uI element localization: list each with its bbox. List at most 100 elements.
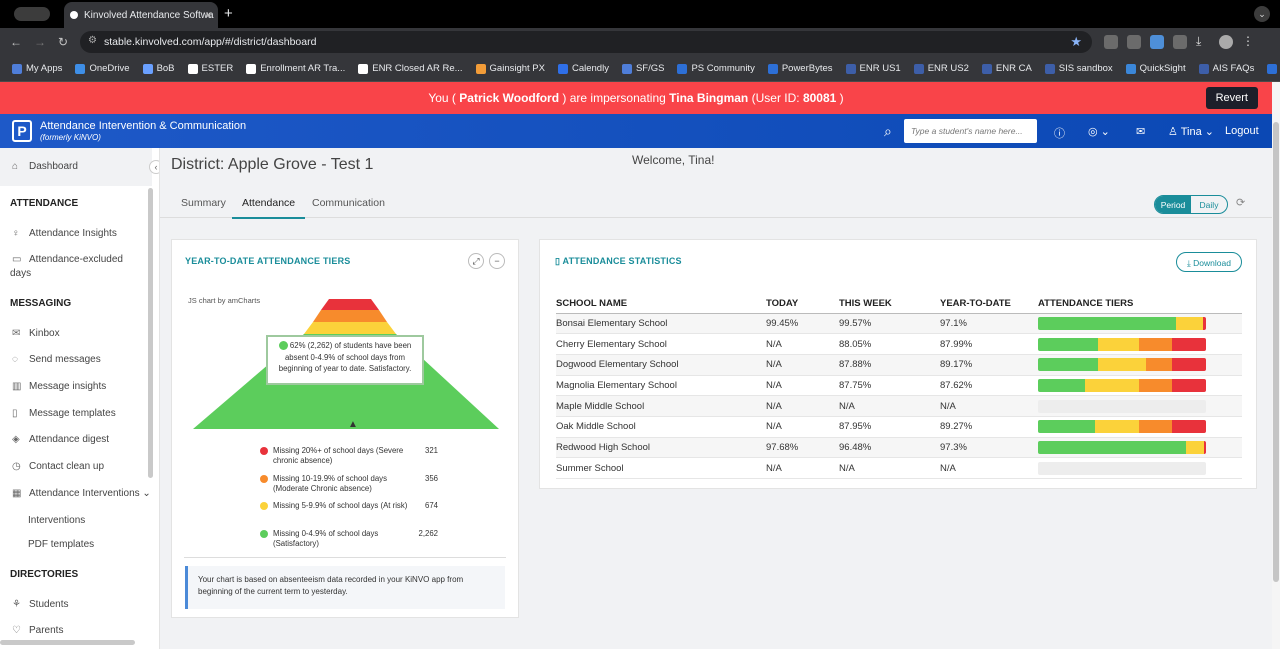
bookmark-item[interactable]: PowerBytes (767, 63, 833, 74)
sidebar-item-kinbox[interactable]: ✉ Kinbox (12, 328, 60, 339)
tier-bar[interactable] (1038, 420, 1206, 434)
expand-icon[interactable]: ⤢ (468, 253, 484, 269)
puzzle-icon[interactable] (1173, 35, 1187, 49)
tier-bar[interactable] (1038, 316, 1206, 330)
search-icon[interactable]: ⌕ (884, 123, 892, 139)
bookmark-item[interactable]: ENR CA (981, 63, 1032, 74)
sidebar-item-message-insights[interactable]: ▥ Message insights (12, 381, 106, 392)
bookmark-item[interactable]: SIS sandbox (1044, 63, 1113, 74)
column-header[interactable]: YEAR-TO-DATE (940, 294, 1038, 314)
card-title-text: ATTENDANCE STATISTICS (562, 256, 682, 266)
browser-tab[interactable]: Kinvolved Attendance Softwa × (64, 2, 218, 28)
period-toggle-button[interactable]: Period (1155, 196, 1191, 213)
download-button[interactable]: ⤓ Download (1176, 252, 1242, 272)
sidebar-scrollbar[interactable] (148, 188, 153, 478)
table-row[interactable]: Oak Middle School N/A 87.95% 89.27% (556, 416, 1242, 438)
menu-icon[interactable]: ⋮ (1242, 34, 1254, 48)
tier-bar[interactable] (1038, 440, 1206, 454)
bookmark-item[interactable]: FS (1267, 63, 1280, 74)
tab-communication[interactable]: Communication (312, 197, 385, 209)
bookmark-item[interactable]: Enrollment AR Tra... (246, 63, 345, 74)
sidebar-horizontal-scrollbar[interactable] (0, 640, 135, 645)
bookmark-item[interactable]: Calendly (557, 63, 609, 74)
table-row[interactable]: Maple Middle School N/A N/A N/A (556, 395, 1242, 417)
sidebar-item-excluded-days-cont[interactable]: days (10, 268, 32, 279)
sidebar-item-attendance-digest[interactable]: ◈ Attendance digest (12, 434, 109, 445)
scrollbar-thumb[interactable] (1273, 122, 1279, 582)
tier-bar[interactable] (1038, 378, 1206, 392)
tier-bar[interactable] (1038, 461, 1206, 475)
sidebar-item-parents[interactable]: ♡ Parents (12, 625, 63, 636)
back-icon[interactable]: ← (10, 35, 22, 49)
tab-attendance[interactable]: Attendance (232, 197, 306, 219)
globe-icon[interactable]: ◎ ⌄ (1088, 126, 1110, 138)
pyramid-segment-severe[interactable] (321, 299, 379, 310)
table-row[interactable]: Magnolia Elementary School N/A 87.75% 87.62… (556, 375, 1242, 397)
bookmark-star-icon[interactable]: ★ (1070, 34, 1082, 49)
bookmark-item[interactable]: SF/GS (621, 63, 664, 74)
tab-group-pill[interactable] (14, 7, 50, 21)
bookmark-item[interactable]: QuickSight (1125, 63, 1186, 74)
help-icon[interactable]: ⓘ (1054, 128, 1065, 140)
sidebar-item-dashboard[interactable]: ⌂ Dashboard (12, 161, 78, 172)
amcharts-credit[interactable]: JS chart by amCharts (188, 296, 261, 305)
logout-link[interactable]: Logout (1225, 125, 1259, 137)
extension-icon[interactable] (1104, 35, 1118, 49)
sidebar-item-message-templates[interactable]: ▯ Message templates (12, 408, 116, 419)
pyramid-segment-moderate[interactable] (313, 310, 387, 322)
student-search-input[interactable]: Type a student's name here... (904, 119, 1037, 143)
site-info-icon[interactable]: ⚙ (88, 35, 97, 46)
powerschool-logo-icon[interactable]: P (12, 120, 32, 142)
user-menu[interactable]: ♙ Tina ⌄ (1168, 126, 1214, 138)
extension-icon[interactable] (1127, 35, 1141, 49)
bookmark-item[interactable]: ESTER (187, 63, 233, 74)
sidebar-item-attendance-insights[interactable]: ♀ Attendance Insights (12, 228, 117, 239)
sidebar-item-students[interactable]: ⚘ Students (12, 599, 68, 610)
page-scrollbar[interactable] (1272, 82, 1280, 649)
tier-bar[interactable] (1038, 399, 1206, 413)
sidebar-item-excluded-days[interactable]: ▭ Attendance-excluded (12, 254, 123, 265)
column-header[interactable]: THIS WEEK (839, 294, 940, 314)
column-header[interactable]: SCHOOL NAME (556, 294, 766, 314)
profile-avatar-icon[interactable] (1219, 35, 1233, 49)
address-bar[interactable]: ⚙ stable.kinvolved.com/app/#/district/da… (80, 31, 1092, 53)
forward-icon[interactable]: → (34, 35, 46, 49)
bookmark-item[interactable]: My Apps (12, 63, 62, 74)
inbox-icon[interactable]: ✉ (1136, 126, 1146, 138)
bookmark-item[interactable]: PS Community (677, 63, 755, 74)
download-icon[interactable]: ⤓ (1196, 34, 1202, 48)
column-header[interactable]: ATTENDANCE TIERS (1038, 294, 1242, 314)
tier-bar[interactable] (1038, 358, 1206, 372)
new-tab-icon[interactable]: + (224, 5, 233, 22)
refresh-icon[interactable]: ⟳ (1236, 197, 1246, 209)
table-row[interactable]: Cherry Elementary School N/A 88.05% 87.99% (556, 333, 1242, 355)
tier-bar[interactable] (1038, 337, 1206, 351)
sidebar-item-interventions[interactable]: Interventions (28, 515, 86, 526)
bookmark-item[interactable]: ENR US1 (845, 63, 901, 74)
table-row[interactable]: Bonsai Elementary School 99.45% 99.57% 97.1… (556, 313, 1242, 335)
table-row[interactable]: Dogwood Elementary School N/A 87.88% 89.17% (556, 354, 1242, 376)
sidebar-item-attendance-interventions[interactable]: ▦ Attendance Interventions ⌄ (12, 488, 151, 499)
bookmark-item[interactable]: ENR Closed AR Re... (358, 63, 463, 74)
daily-toggle-button[interactable]: Daily (1199, 200, 1219, 210)
tab-summary[interactable]: Summary (181, 197, 226, 209)
bookmark-item[interactable]: BoB (142, 63, 175, 74)
table-row[interactable]: Summer School N/A N/A N/A (556, 457, 1242, 479)
sidebar-item-contact-clean-up[interactable]: ◷ Contact clean up (12, 461, 104, 472)
bookmark-item[interactable]: AIS FAQs (1198, 63, 1254, 74)
bookmark-item[interactable]: ENR US2 (913, 63, 969, 74)
collapse-sidebar-icon[interactable]: ‹ (149, 160, 159, 174)
revert-button[interactable]: Revert (1205, 87, 1258, 109)
bookmark-item[interactable]: OneDrive (75, 63, 130, 74)
minimize-icon[interactable]: − (489, 253, 505, 269)
sidebar-item-pdf-templates[interactable]: PDF templates (28, 539, 95, 550)
extension-icon[interactable] (1150, 35, 1164, 49)
reload-icon[interactable]: ↻ (58, 35, 69, 49)
sidebar-item-send-messages[interactable]: ◌ Send messages (12, 354, 101, 365)
close-tab-icon[interactable]: × (204, 8, 212, 22)
bookmark-item[interactable]: Gainsight PX (475, 63, 545, 74)
pyramid-segment-at-risk[interactable] (304, 322, 396, 334)
table-row[interactable]: Redwood High School 97.68% 96.48% 97.3% (556, 437, 1242, 459)
column-header[interactable]: TODAY (766, 294, 839, 314)
tab-search-icon[interactable]: ⌄ (1254, 6, 1270, 22)
